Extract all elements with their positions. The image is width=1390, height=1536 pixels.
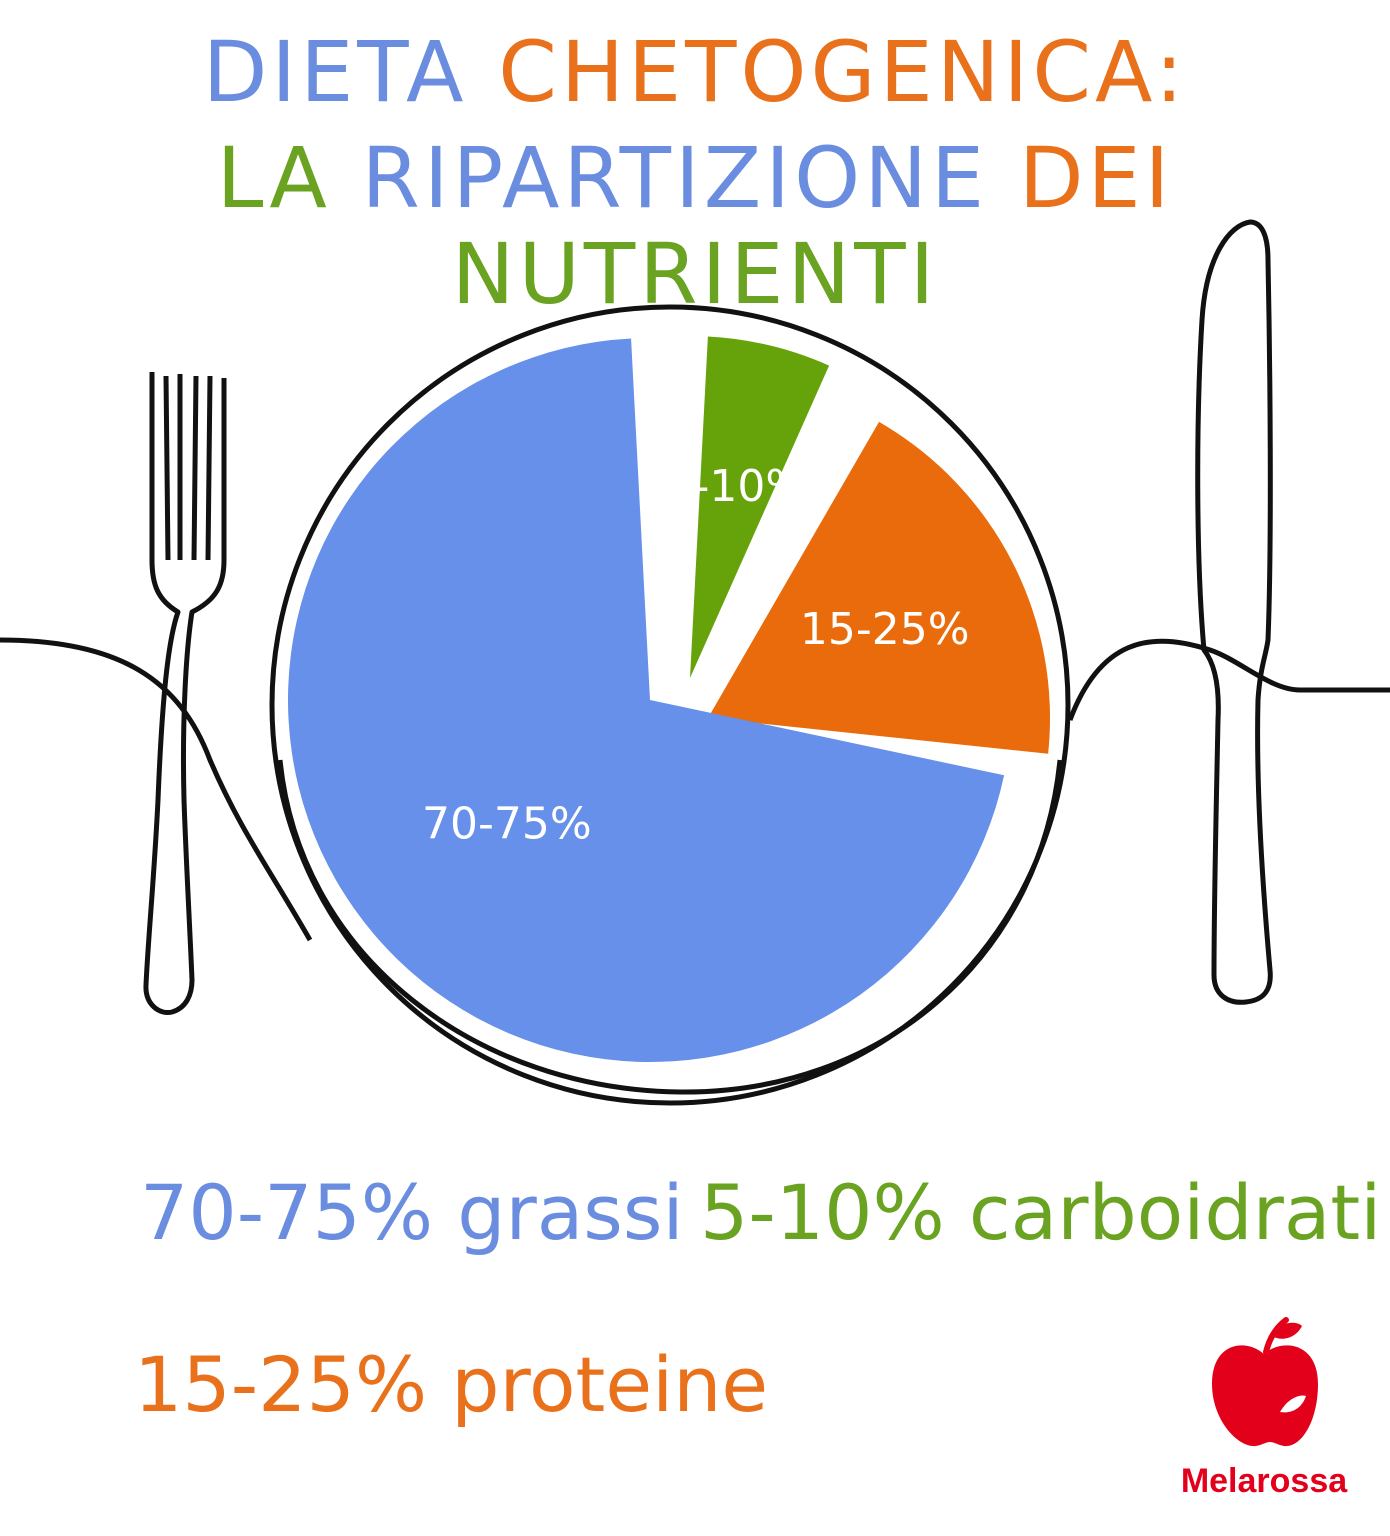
table-line-right [1067,638,1390,721]
title-word: DEI [1018,129,1174,227]
knife-icon [1195,219,1273,1005]
plate-rim [269,304,1071,1106]
title-line-1: DIETA CHETOGENICA: [0,24,1390,120]
table-line-left [0,637,313,942]
pie-slice-carboidrati [690,336,830,678]
pie-slice-proteine [708,421,1050,754]
title-word: RIPARTIZIONE [361,129,1019,227]
legend-carboidrati: 5-10% carboidrati [700,1168,1381,1258]
title-line-2: LA RIPARTIZIONE DEI NUTRIENTI [0,130,1390,322]
legend-label: proteine [451,1340,769,1429]
pie-slice-grassi [288,338,1005,1062]
legend-proteine: 15-25% proteine [134,1340,768,1430]
legend-pct: 15-25% [134,1340,428,1429]
plate-rim-inner [277,759,1063,1095]
pie-label-carboidrati: 5-10% [665,461,807,512]
legend-grassi: 70-75% grassi [140,1168,684,1258]
fork-icon [143,372,227,1016]
legend-label: carboidrati [968,1168,1382,1257]
legend-pct: 70-75% [140,1168,434,1257]
legend-label: grassi [457,1168,684,1257]
pie-label-proteine: 15-25% [800,604,970,655]
legend-pct: 5-10% [700,1168,945,1257]
pie-chart: 5-10% 15-25% 70-75% [288,336,1050,1062]
title-word: LA [216,129,362,227]
title-word: DIETA [202,23,499,121]
brand-name: Melarossa [1180,1462,1348,1500]
pie-label-grassi: 70-75% [422,798,592,849]
apple-logo-icon [1212,1317,1318,1447]
title-word: CHETOGENICA: [498,23,1188,121]
